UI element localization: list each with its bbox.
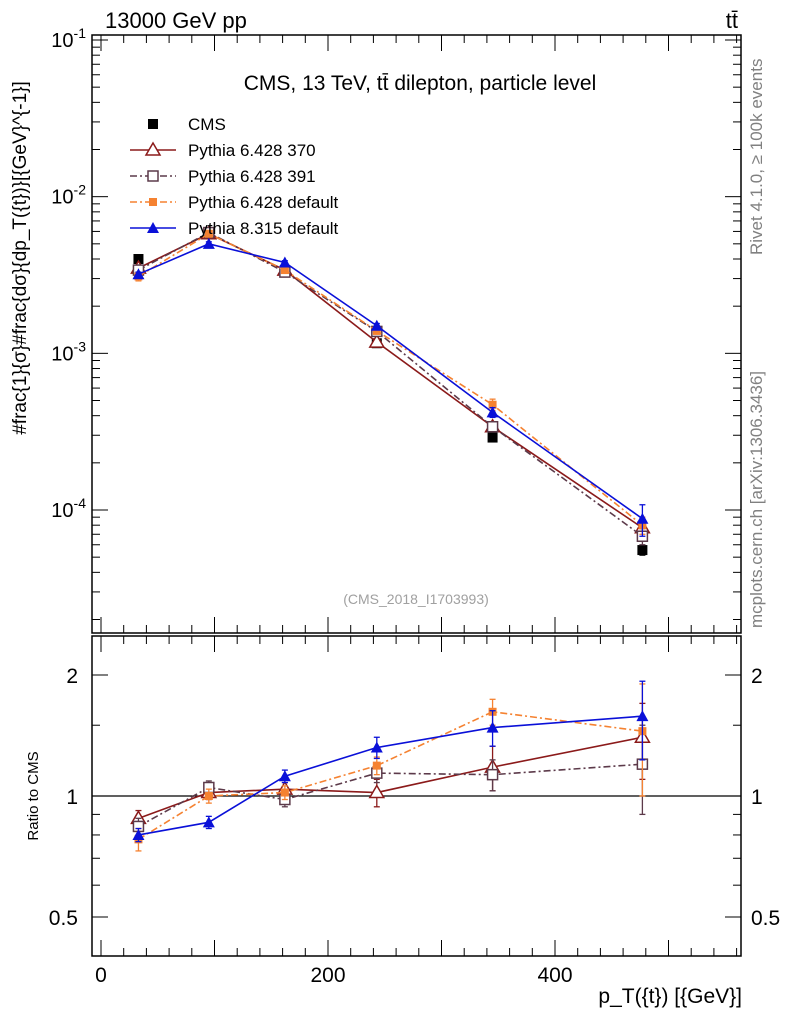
ratio-y-tick-label-right: 1 xyxy=(751,786,763,809)
pythia-6-428-default-point xyxy=(488,400,497,409)
pythia-8-315-default-point xyxy=(636,512,649,524)
legend-marker xyxy=(147,170,159,182)
pythia-6-428-370-line xyxy=(138,736,643,820)
pythia-6-428-370-point xyxy=(368,784,386,799)
pythia-6-428-default-point xyxy=(372,761,381,770)
rivet-version-label: Rivet 4.1.0, ≥ 100k events xyxy=(747,59,766,255)
main-y-axis-label: #frac{1}{σ}#frac{dσ}{dp_T({t})}[{GeV}^{-… xyxy=(10,81,31,435)
legend-entry-pythia-8-315-default: Pythia 8.315 default xyxy=(130,219,339,238)
legend-marker xyxy=(149,198,157,206)
pythia-6-428-391-line xyxy=(138,231,643,537)
series-pythia-6-428-default xyxy=(134,229,647,535)
pythia-6-428-default-line xyxy=(138,232,643,526)
ratio-y-tick-label-left: 2 xyxy=(66,665,78,688)
pythia-6-428-default-point xyxy=(204,792,213,800)
pythia-8-315-default-point xyxy=(202,816,215,828)
legend-label: Pythia 6.428 default xyxy=(188,193,339,212)
pythia-6-428-370-point xyxy=(368,333,386,348)
pythia-6-428-default-point xyxy=(280,788,289,797)
pythia-8-315-default-point xyxy=(202,237,215,249)
legend-label: Pythia 6.428 370 xyxy=(188,141,316,160)
series-pythia-8-315-default xyxy=(132,680,649,843)
legend-entry-cms: CMS xyxy=(148,115,226,134)
series-pythia-6-428-391 xyxy=(132,226,649,546)
header-process: 13000 GeV pp xyxy=(105,8,247,33)
main-plot-title: CMS, 13 TeV, tt̄ dilepton, particle leve… xyxy=(244,72,597,95)
pythia-8-315-default-point xyxy=(278,770,291,782)
pythia-8-315-default-point xyxy=(132,828,145,840)
cms-point xyxy=(133,254,144,265)
ratio-y-tick-label-left: 0.5 xyxy=(49,907,78,930)
main-plot-frame xyxy=(91,34,742,634)
pythia-8-315-default-point xyxy=(278,256,291,268)
ratio-y-tick-label-left: 1 xyxy=(66,786,78,809)
main-y-tick-label: 10-2 xyxy=(51,182,86,209)
pythia-8-315-default-point xyxy=(132,268,145,280)
header-final-state: tt̄ xyxy=(726,8,738,33)
pythia-6-428-391-point xyxy=(486,768,499,781)
pythia-6-428-370-line xyxy=(138,232,643,529)
pythia-6-428-default-point xyxy=(372,326,381,335)
series-pythia-6-428-370 xyxy=(130,225,651,536)
legend-entry-pythia-6-428-default: Pythia 6.428 default xyxy=(130,193,339,212)
mcplots-label: mcplots.cern.ch [arXiv:1306.3436] xyxy=(747,371,766,628)
pythia-6-428-default-line xyxy=(138,710,643,841)
legend-entry-pythia-6-428-391: Pythia 6.428 391 xyxy=(130,167,316,186)
legend-label: Pythia 6.428 391 xyxy=(188,167,316,186)
analysis-watermark: (CMS_2018_I1703993) xyxy=(343,591,489,607)
series-pythia-8-315-default xyxy=(132,237,649,537)
series-cms xyxy=(133,228,648,556)
legend-label: CMS xyxy=(188,115,226,134)
cms-point xyxy=(637,545,648,556)
x-axis-label: p_T({t}) [{GeV}] xyxy=(598,985,742,1008)
ratio-y-axis-label: Ratio to CMS xyxy=(25,751,42,840)
x-tick-label: 0 xyxy=(95,964,107,987)
legend-entry-pythia-6-428-370: Pythia 6.428 370 xyxy=(130,141,316,160)
pythia-8-315-default-line xyxy=(138,715,643,836)
x-tick-label: 200 xyxy=(310,964,345,987)
cms-point xyxy=(487,432,498,443)
pythia-8-315-default-point xyxy=(486,406,499,418)
pythia-6-428-391-line xyxy=(138,763,643,828)
main-y-tick-label: 10-1 xyxy=(51,25,86,52)
ratio-y-tick-label-right: 0.5 xyxy=(751,907,780,930)
pythia-6-428-default-point xyxy=(280,266,289,275)
pythia-6-428-default-point xyxy=(204,229,213,238)
series-pythia-6-428-391 xyxy=(132,724,649,836)
legend-label: Pythia 8.315 default xyxy=(188,219,339,238)
pythia-8-315-default-point xyxy=(636,710,649,722)
ratio-y-tick-label-right: 2 xyxy=(751,665,763,688)
pythia-8-315-default-line xyxy=(138,242,643,520)
main-y-tick-label: 10-3 xyxy=(51,338,86,365)
main-y-tick-label: 10-4 xyxy=(51,495,86,522)
legend-marker xyxy=(148,119,158,129)
pythia-8-315-default-point xyxy=(486,721,499,733)
pythia-8-315-default-point xyxy=(370,741,383,753)
x-tick-label: 400 xyxy=(537,964,572,987)
legend-marker xyxy=(144,141,162,156)
pythia-6-428-391-point xyxy=(486,420,499,433)
pythia-8-315-default-point xyxy=(370,319,383,331)
legend-marker xyxy=(147,222,159,233)
